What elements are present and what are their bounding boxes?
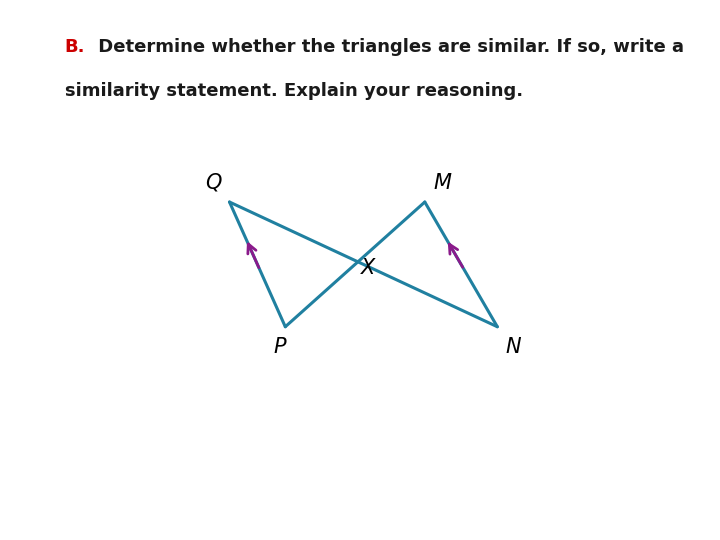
Text: N: N — [505, 337, 521, 357]
Text: similarity statement. Explain your reasoning.: similarity statement. Explain your reaso… — [65, 82, 523, 100]
Text: B.: B. — [65, 38, 85, 56]
Text: Q: Q — [204, 173, 221, 193]
Text: M: M — [433, 173, 451, 193]
Text: P: P — [274, 337, 286, 357]
Text: X: X — [361, 258, 375, 278]
Text: Determine whether the triangles are similar. If so, write a: Determine whether the triangles are simi… — [92, 38, 684, 56]
